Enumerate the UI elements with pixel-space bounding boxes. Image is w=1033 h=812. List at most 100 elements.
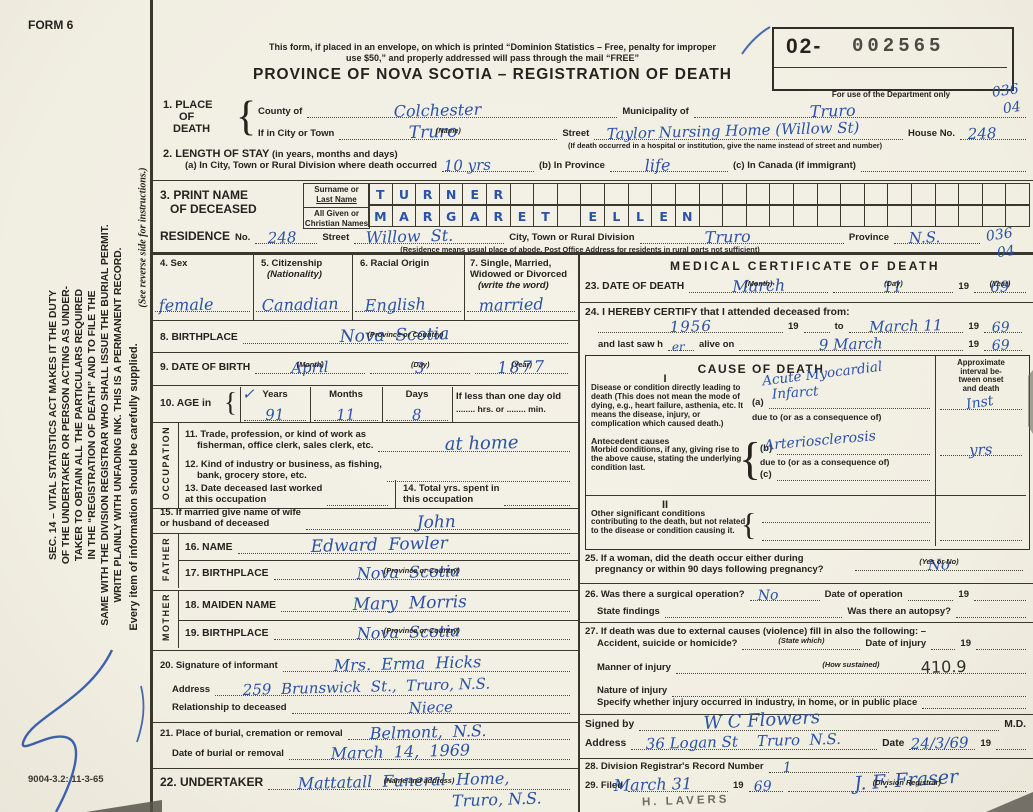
letter-cell bbox=[770, 183, 794, 205]
age-divider bbox=[310, 387, 311, 422]
city-line: Truro (Name) bbox=[339, 122, 558, 143]
disease-description: Disease or condition directly leading to… bbox=[591, 383, 747, 429]
q27-manner-line: 410.9 (How sustained) bbox=[675, 657, 1026, 677]
letter-cell bbox=[935, 183, 960, 205]
date-of-birth-row: 9. DATE OF BIRTH April (Month) 3 (Day) 1… bbox=[160, 357, 568, 377]
residence-province-label: Province bbox=[848, 232, 889, 244]
citizenship-sublabel: (Nationality) bbox=[267, 268, 322, 280]
margin-every-item-note: Every item of information should be care… bbox=[128, 343, 140, 631]
cause-a-label: (a) bbox=[752, 397, 764, 409]
residence-no-line: 248 bbox=[255, 228, 318, 247]
letter-cell: T bbox=[368, 183, 393, 205]
citizenship-label: 5. Citizenship bbox=[261, 258, 323, 269]
letter-cell: N bbox=[439, 183, 464, 205]
stay-c-label: (c) In Canada (if immigrant) bbox=[732, 160, 856, 172]
cause-of-death-box: CAUSE OF DEATH Approximate interval be- … bbox=[585, 355, 1030, 550]
antecedent-rest: Morbid conditions, if any, giving rise t… bbox=[591, 445, 742, 472]
q13-label-2: at this occupation bbox=[185, 494, 267, 506]
mother-birthplace-label: 19. BIRTHPLACE bbox=[185, 628, 269, 640]
row-line bbox=[152, 650, 578, 651]
occupation-side-label: OCCUPATION bbox=[161, 425, 171, 501]
q24-to-value: March 11 bbox=[868, 316, 943, 336]
age-days-cell: Days 8 bbox=[382, 389, 452, 424]
sec14-line: IN THE “REGISTRATION OF DEATH” AND TO FI… bbox=[87, 290, 98, 560]
house-no-label: House No. bbox=[908, 128, 955, 140]
letter-cell bbox=[699, 183, 724, 205]
spouse-row: 15. If married give name of wife or husba… bbox=[160, 507, 570, 533]
q24-19a-line bbox=[803, 319, 830, 333]
letter-cell bbox=[888, 183, 913, 205]
department-stamp-box: 02- 002565 bbox=[772, 27, 1014, 91]
cause-part1-numeral: I bbox=[663, 373, 667, 385]
stay-b-line: life bbox=[609, 155, 728, 175]
undertaker-line: Mattatall Funeral Home, (Name and addres… bbox=[268, 768, 570, 793]
antecedent-description: Antecedent causes Morbid conditions, if … bbox=[591, 436, 747, 473]
print-name-label: 3. PRINT NAME OF DECEASED bbox=[160, 188, 257, 216]
q27-accident-label: Accident, suicide or homicide? bbox=[597, 638, 738, 650]
marital-label-2: Widowed or Divorced bbox=[470, 268, 568, 280]
cell-divider bbox=[253, 255, 254, 320]
q11-label: 11. Trade, profession, or kind of work a… bbox=[185, 429, 373, 452]
row-line bbox=[579, 758, 1033, 759]
q26-findings-line bbox=[664, 604, 843, 618]
q26-row-1: 26. Was there a surgical operation? No D… bbox=[585, 587, 1026, 604]
burial-place-row: 21. Place of burial, cremation or remova… bbox=[160, 721, 570, 743]
sec14-line: OF THE UNDERTAKER OR PERSON ACTING AS UN… bbox=[61, 285, 72, 565]
informant-signature-line: Mrs. Erma Hicks bbox=[282, 652, 570, 675]
q12-label-2: bank, grocery store, etc. bbox=[197, 470, 307, 482]
informant-label: 20. Signature of informant bbox=[160, 660, 278, 672]
city-caption: (Name) bbox=[435, 126, 461, 135]
q23-day-line: 11 (Day) bbox=[833, 278, 954, 296]
father-birthplace-row: 17. BIRTHPLACE Nova Scotia (Province or … bbox=[185, 561, 570, 583]
municipality-value: Truro bbox=[809, 100, 856, 121]
q23-19: 19 bbox=[958, 281, 969, 293]
q29-19: 19 bbox=[733, 780, 744, 792]
interval-header-line: interval be- bbox=[960, 366, 1002, 376]
q27-accident-line: (State which) bbox=[742, 636, 861, 650]
sec14-line: TAKER TO OBTAIN ALL THE PARTICULARS REQU… bbox=[74, 288, 85, 562]
q14-label: 14. Total yrs. spent in this occupation bbox=[403, 483, 499, 506]
age-divider bbox=[240, 387, 241, 422]
date-of-death-row: 23. DATE OF DEATH March (Month) 11 (Day)… bbox=[585, 276, 1026, 296]
relationship-value: Niece bbox=[408, 697, 453, 717]
residence-row: RESIDENCE No. 248 Street Willow St. City… bbox=[160, 225, 980, 247]
dob-day-line: 3 (Day) bbox=[370, 359, 471, 377]
age-days-line: 8 bbox=[386, 405, 448, 424]
q24-lastyear-line: 69 bbox=[984, 337, 1022, 354]
q27-how-sustained-caption: (How sustained) bbox=[822, 660, 880, 669]
q24-label: 24. I HEREBY CERTIFY that I attended dec… bbox=[585, 307, 850, 318]
occupation-row-13: 13. Date deceased last worked at this occ… bbox=[185, 483, 388, 506]
age-days-value: 8 bbox=[411, 405, 422, 424]
q13-label: 13. Date deceased last worked at this occ… bbox=[185, 483, 322, 506]
municipality-label: Municipality of bbox=[622, 106, 689, 118]
section-line bbox=[152, 180, 1033, 181]
age-months-value: 11 bbox=[336, 405, 356, 424]
q24-to-line: March 11 bbox=[848, 316, 964, 336]
q27-row-manner: Manner of injury 410.9 (How sustained) bbox=[597, 657, 1026, 677]
place-row-county: County of Colchester Municipality of Tru… bbox=[258, 100, 1026, 121]
q11-value: at home bbox=[444, 432, 520, 455]
letter-cell bbox=[1006, 205, 1031, 227]
residence-no-label: No. bbox=[235, 232, 251, 244]
county-label: County of bbox=[258, 106, 303, 118]
father-side-label: FATHER bbox=[161, 536, 171, 582]
q24-h-value: er bbox=[671, 339, 685, 354]
cause-a-row: (a) bbox=[752, 396, 930, 409]
interval-b-line: yrs bbox=[940, 440, 1022, 459]
stay-c-line bbox=[860, 158, 1026, 172]
row-line bbox=[178, 620, 578, 621]
check-icon: ✓ bbox=[242, 385, 255, 403]
row-line bbox=[152, 422, 578, 423]
informant-signature-value: Mrs. Erma Hicks bbox=[333, 652, 483, 675]
registrar-signature-line: J. F. Fraser (Division Registrar) bbox=[787, 766, 1026, 795]
q27-header: 27. If death was due to external causes … bbox=[585, 626, 927, 637]
other-rest: contributing to the death, but not relat… bbox=[591, 517, 746, 535]
q26-autopsy-line bbox=[956, 604, 1026, 618]
letter-cell bbox=[982, 205, 1007, 227]
q23-month-caption: (Month) bbox=[745, 279, 773, 288]
citizenship-line: Canadian bbox=[256, 294, 349, 315]
given-label-line: All Given or bbox=[314, 209, 359, 218]
residence-street-value: Willow St. bbox=[365, 225, 454, 247]
print-name-line: 3. PRINT NAME bbox=[160, 188, 249, 202]
q13-q14-divider bbox=[395, 480, 396, 508]
